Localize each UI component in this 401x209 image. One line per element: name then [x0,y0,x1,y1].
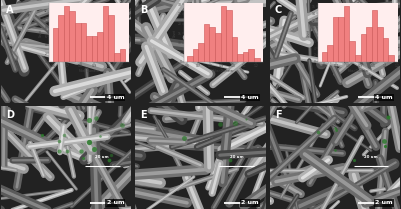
Text: 2 um: 2 um [107,200,124,205]
Text: 2 um: 2 um [241,200,259,205]
Text: F: F [275,110,282,120]
Text: 2 um: 2 um [375,200,393,205]
Text: A: A [6,5,14,14]
Text: 4 um: 4 um [375,95,393,100]
Text: B: B [140,5,148,14]
Text: C: C [275,5,282,14]
Text: 4 um: 4 um [107,95,124,100]
Text: D: D [6,110,14,120]
Text: E: E [140,110,147,120]
Text: 4 um: 4 um [241,95,259,100]
